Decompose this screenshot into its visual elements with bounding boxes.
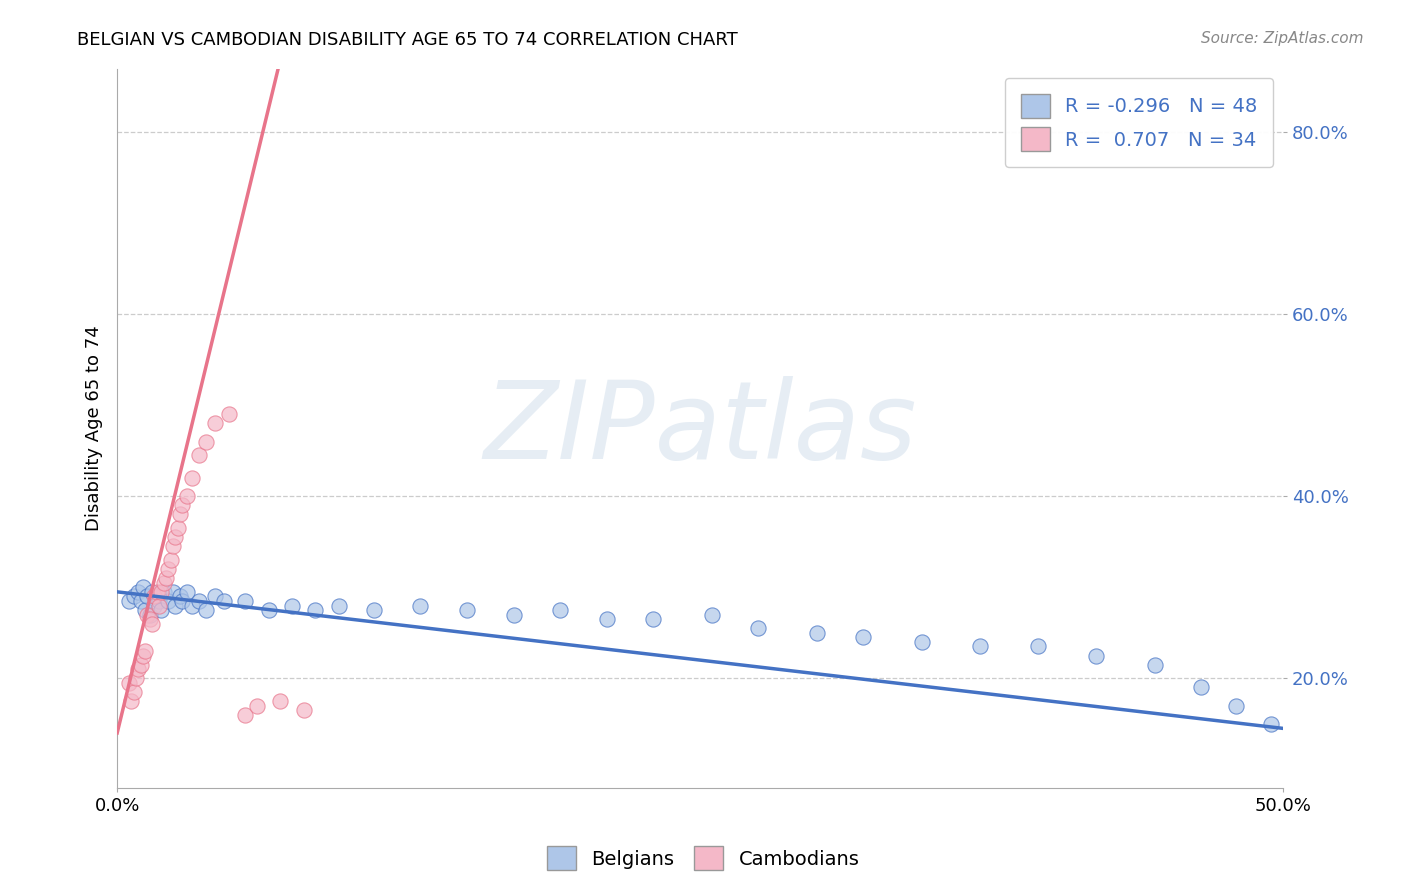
Point bbox=[127, 662, 149, 676]
Point bbox=[176, 489, 198, 503]
Point bbox=[159, 553, 181, 567]
Text: Source: ZipAtlas.com: Source: ZipAtlas.com bbox=[1201, 31, 1364, 46]
Point bbox=[409, 599, 432, 613]
Point bbox=[169, 590, 191, 604]
Text: BELGIAN VS CAMBODIAN DISABILITY AGE 65 TO 74 CORRELATION CHART: BELGIAN VS CAMBODIAN DISABILITY AGE 65 T… bbox=[77, 31, 738, 49]
Point bbox=[157, 562, 180, 576]
Point bbox=[194, 434, 217, 449]
Text: ZIPatlas: ZIPatlas bbox=[484, 376, 917, 481]
Point bbox=[162, 539, 184, 553]
Point bbox=[166, 521, 188, 535]
Point bbox=[127, 585, 149, 599]
Point bbox=[129, 657, 152, 672]
Point bbox=[146, 585, 169, 599]
Point bbox=[165, 530, 187, 544]
Point bbox=[1260, 716, 1282, 731]
Point bbox=[456, 603, 478, 617]
Point bbox=[139, 607, 162, 622]
Point bbox=[153, 575, 176, 590]
Point bbox=[148, 599, 170, 613]
Point bbox=[118, 594, 141, 608]
Point bbox=[143, 590, 166, 604]
Point bbox=[134, 644, 156, 658]
Point bbox=[187, 448, 209, 462]
Point bbox=[969, 640, 991, 654]
Point bbox=[328, 599, 350, 613]
Legend: Belgians, Cambodians: Belgians, Cambodians bbox=[538, 838, 868, 878]
Point bbox=[153, 585, 176, 599]
Point bbox=[257, 603, 280, 617]
Point bbox=[132, 648, 155, 663]
Point bbox=[1189, 681, 1212, 695]
Point bbox=[176, 585, 198, 599]
Point bbox=[292, 703, 315, 717]
Point bbox=[172, 499, 194, 513]
Legend: R = -0.296   N = 48, R =  0.707   N = 34: R = -0.296 N = 48, R = 0.707 N = 34 bbox=[1005, 78, 1274, 167]
Point bbox=[129, 594, 152, 608]
Point bbox=[643, 612, 665, 626]
Point bbox=[136, 590, 159, 604]
Point bbox=[281, 599, 304, 613]
Point bbox=[143, 599, 166, 613]
Point bbox=[910, 635, 932, 649]
Point bbox=[148, 594, 170, 608]
Point bbox=[180, 599, 202, 613]
Point bbox=[596, 612, 619, 626]
Point bbox=[172, 594, 194, 608]
Point bbox=[150, 603, 173, 617]
Y-axis label: Disability Age 65 to 74: Disability Age 65 to 74 bbox=[86, 326, 103, 531]
Point bbox=[204, 590, 226, 604]
Point bbox=[204, 417, 226, 431]
Point bbox=[246, 698, 269, 713]
Point bbox=[141, 616, 163, 631]
Point bbox=[162, 585, 184, 599]
Point bbox=[134, 603, 156, 617]
Point bbox=[132, 580, 155, 594]
Point bbox=[269, 694, 291, 708]
Point bbox=[157, 594, 180, 608]
Point bbox=[194, 603, 217, 617]
Point bbox=[122, 685, 145, 699]
Point bbox=[747, 621, 769, 635]
Point bbox=[1026, 640, 1049, 654]
Point bbox=[155, 571, 177, 585]
Point bbox=[141, 585, 163, 599]
Point bbox=[1143, 657, 1166, 672]
Point bbox=[363, 603, 385, 617]
Point bbox=[139, 612, 162, 626]
Point bbox=[235, 707, 257, 722]
Point bbox=[214, 594, 236, 608]
Point bbox=[165, 599, 187, 613]
Point bbox=[502, 607, 524, 622]
Point bbox=[806, 625, 828, 640]
Point bbox=[136, 607, 159, 622]
Point bbox=[1085, 648, 1108, 663]
Point bbox=[304, 603, 326, 617]
Point bbox=[118, 676, 141, 690]
Point bbox=[548, 603, 571, 617]
Point bbox=[700, 607, 723, 622]
Point bbox=[1225, 698, 1247, 713]
Point bbox=[169, 508, 191, 522]
Point bbox=[180, 471, 202, 485]
Point bbox=[120, 694, 142, 708]
Point bbox=[218, 408, 240, 422]
Point bbox=[150, 585, 173, 599]
Point bbox=[122, 590, 145, 604]
Point bbox=[852, 631, 875, 645]
Point bbox=[125, 671, 148, 685]
Point bbox=[235, 594, 257, 608]
Point bbox=[187, 594, 209, 608]
